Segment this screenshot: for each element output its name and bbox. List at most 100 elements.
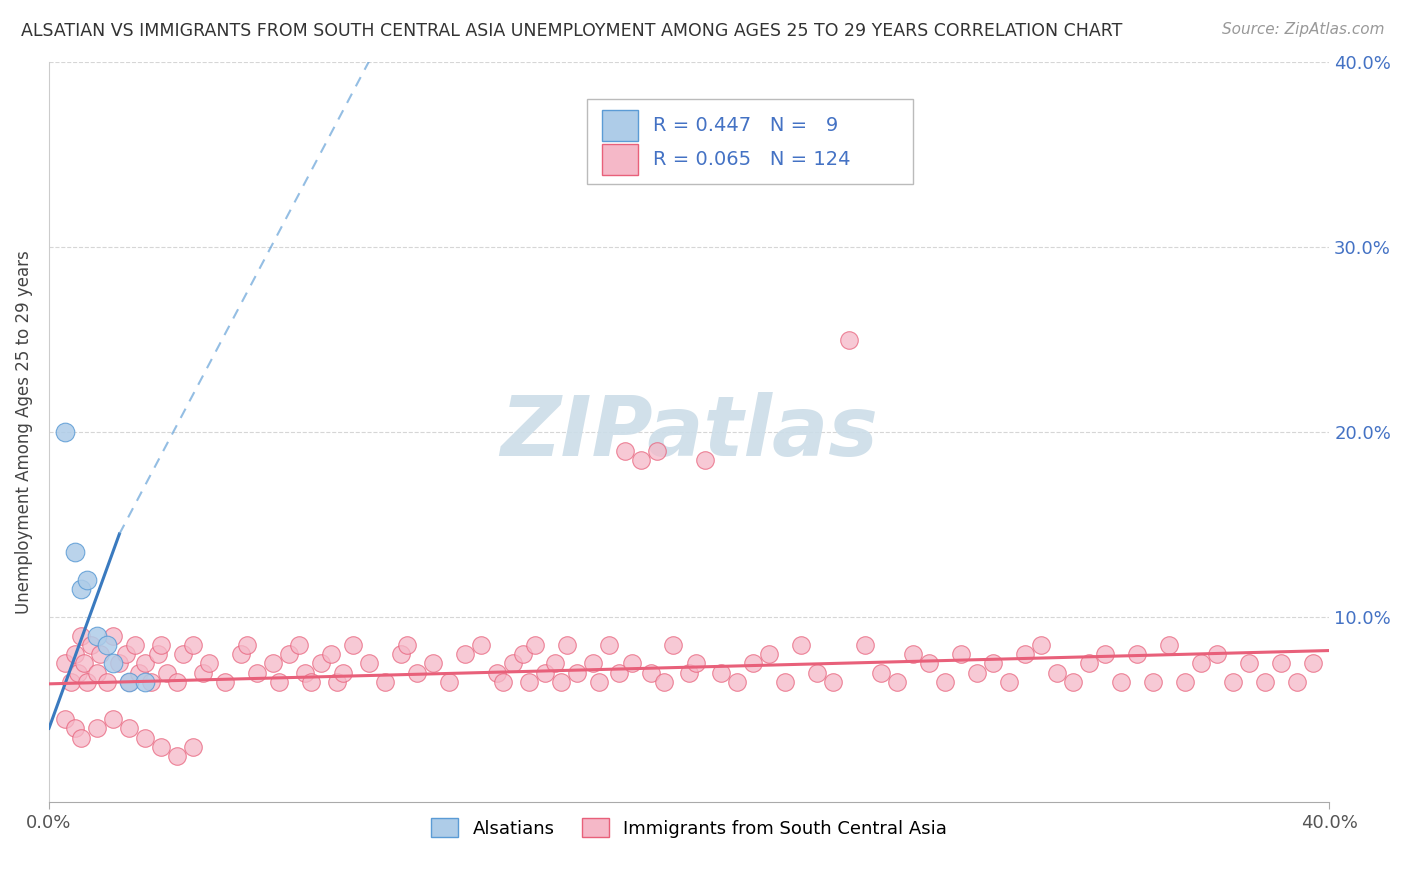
Point [70, 582, 93, 597]
Point [156, 665, 179, 680]
Point [630, 453, 652, 467]
Point [118, 675, 141, 690]
Point [63, 647, 86, 661]
Point [319, 647, 342, 661]
Point [191, 665, 214, 680]
Point [108, 657, 131, 671]
Point [101, 629, 124, 643]
Point [86, 629, 108, 643]
Point [114, 647, 136, 661]
Point [550, 675, 572, 690]
Point [950, 647, 973, 661]
Point [214, 675, 236, 690]
Point [1126, 647, 1149, 661]
Point [588, 675, 610, 690]
Point [1286, 675, 1309, 690]
Point [53, 657, 76, 671]
Text: R = 0.065   N = 124: R = 0.065 N = 124 [654, 151, 851, 169]
Point [918, 657, 941, 671]
Point [76, 675, 98, 690]
Point [309, 657, 332, 671]
Point [614, 443, 637, 458]
Point [1078, 657, 1101, 671]
Point [773, 675, 796, 690]
Point [294, 665, 316, 680]
Point [53, 712, 76, 726]
Point [1174, 675, 1197, 690]
Point [640, 665, 662, 680]
Point [269, 675, 291, 690]
Point [70, 731, 93, 745]
Point [981, 657, 1004, 671]
Point [332, 665, 354, 680]
Point [150, 638, 173, 652]
Point [1222, 675, 1244, 690]
Point [966, 665, 988, 680]
Point [582, 657, 605, 671]
Point [146, 647, 169, 661]
Point [1046, 665, 1069, 680]
Point [134, 675, 156, 690]
Point [229, 647, 252, 661]
Point [470, 638, 492, 652]
Point [63, 721, 86, 735]
Point [70, 629, 93, 643]
Point [534, 665, 557, 680]
Point [1206, 647, 1229, 661]
Point [118, 721, 141, 735]
Point [73, 657, 96, 671]
Text: R = 0.447   N =   9: R = 0.447 N = 9 [654, 116, 838, 136]
Point [454, 647, 477, 661]
Point [118, 675, 141, 690]
Point [422, 657, 444, 671]
FancyBboxPatch shape [586, 99, 912, 185]
Legend: Alsatians, Immigrants from South Central Asia: Alsatians, Immigrants from South Central… [423, 811, 955, 845]
Point [150, 739, 173, 754]
Point [166, 675, 188, 690]
Point [998, 675, 1021, 690]
FancyBboxPatch shape [602, 111, 638, 141]
Point [870, 665, 893, 680]
Point [565, 665, 588, 680]
Point [1094, 647, 1116, 661]
Point [101, 712, 124, 726]
Point [101, 657, 124, 671]
Point [645, 443, 668, 458]
Point [742, 657, 765, 671]
Point [60, 675, 83, 690]
Point [86, 665, 108, 680]
Point [934, 675, 956, 690]
Point [1254, 675, 1277, 690]
Point [374, 675, 396, 690]
Point [236, 638, 259, 652]
Point [806, 665, 828, 680]
Point [725, 675, 748, 690]
Point [1142, 675, 1164, 690]
Point [262, 657, 284, 671]
Point [1159, 638, 1181, 652]
Point [89, 647, 111, 661]
Point [141, 675, 163, 690]
Point [357, 657, 380, 671]
FancyBboxPatch shape [602, 145, 638, 176]
Point [181, 638, 204, 652]
Point [66, 665, 89, 680]
Point [901, 647, 924, 661]
Point [652, 675, 675, 690]
Point [685, 657, 707, 671]
Point [598, 638, 620, 652]
Point [823, 675, 845, 690]
Point [853, 638, 876, 652]
Point [544, 657, 567, 671]
Point [278, 647, 301, 661]
Point [166, 749, 188, 764]
Point [124, 638, 146, 652]
Point [246, 665, 269, 680]
Point [607, 665, 630, 680]
Point [758, 647, 780, 661]
Point [1189, 657, 1212, 671]
Point [326, 675, 349, 690]
Point [1239, 657, 1261, 671]
Point [662, 638, 685, 652]
Point [620, 657, 643, 671]
